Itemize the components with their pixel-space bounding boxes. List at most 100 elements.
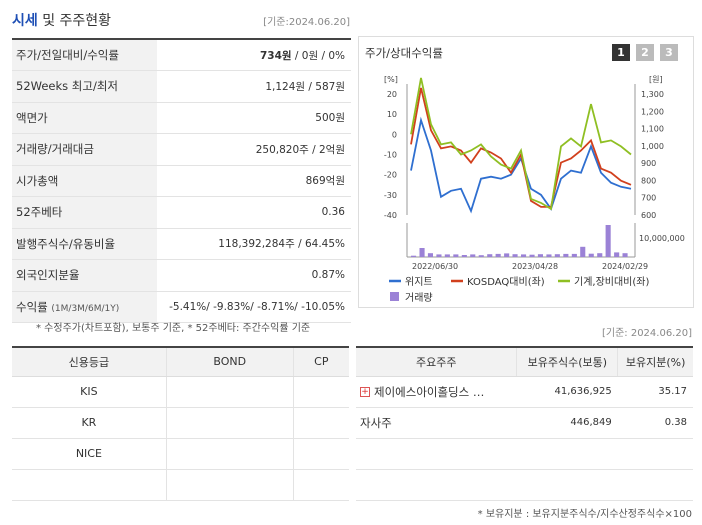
right-tick-label: 700 [641, 194, 656, 203]
credit-cell: NICE [12, 438, 167, 470]
price-info-table: 주가/전일대비/수익률 734원 / 0원 / 0% 52Weeks 최고/최저 1,… [12, 38, 351, 323]
credit-row: NICE [12, 438, 349, 470]
volume-bar [444, 254, 450, 257]
credit-cell [12, 469, 167, 501]
info-value: 1,124원 / 587원 [265, 80, 345, 93]
volume-bar [622, 253, 628, 257]
right-tick-label: 1,300 [641, 90, 664, 99]
return-label: 수익률 (1M/3M/6M/1Y) [12, 291, 157, 323]
volume-bar [605, 225, 611, 257]
price-chart: [%] [원] 20 10 0 -10 -20 -30 -40 1,300 1,200 1,100 1,… [384, 75, 685, 304]
return-values: -5.41%/ -9.83%/ -8.71%/ -10.05% [169, 300, 345, 313]
credit-rating-table: 신용등급 BOND CP KIS KR NICE [12, 346, 349, 501]
credit-header: CP [293, 347, 349, 377]
volume-bar [478, 255, 484, 257]
right-tick-label: 1,100 [641, 125, 664, 134]
left-tick-label: -40 [384, 211, 397, 220]
left-tick-label: 10 [387, 110, 397, 119]
right-unit-label: [원] [649, 75, 663, 84]
x-tick-label: 2022/06/30 [412, 262, 458, 271]
info-row: 외국인지분율 0.87% [12, 259, 351, 291]
section-title-row: 시세 및 주주현황 [기준:2024.06.20] [12, 10, 350, 32]
legend-label: 위지트 [405, 275, 433, 288]
left-tick-label: -20 [384, 171, 397, 180]
volume-bar [554, 254, 560, 257]
volume-bar [419, 248, 425, 257]
chart-title: 주가/상대수익률 [365, 46, 443, 60]
holder-name[interactable]: + 제이에스아이홀딩스 … [356, 376, 517, 408]
holder-row: + 제이에스아이홀딩스 … 41,636,925 35.17 [356, 376, 693, 408]
volume-bar [563, 253, 569, 257]
legend-label: 기계,장비대비(좌) [574, 276, 649, 288]
info-row: 52주베타 0.36 [12, 196, 351, 228]
info-label: 52주베타 [12, 196, 157, 228]
left-unit-label: [%] [384, 75, 398, 84]
reference-date-right: [기준: 2024.06.20] [601, 328, 692, 339]
volume-bar [537, 254, 543, 257]
holder-pct: 0.38 [617, 407, 693, 439]
volume-bar [461, 255, 467, 257]
info-label: 주가/전일대비/수익률 [12, 39, 157, 71]
info-value: 250,820주 / 2억원 [255, 143, 345, 156]
chart-page-3-button[interactable]: 3 [660, 44, 678, 61]
chart-page-2-button[interactable]: 2 [636, 44, 654, 61]
volume-bar [529, 254, 535, 257]
right-tick-label: 800 [641, 176, 656, 185]
credit-cell [166, 469, 294, 501]
reference-date: [기준:2024.06.20] [263, 17, 350, 28]
volume-bar [588, 253, 594, 257]
footnote-price: * 수정주가(차트포함), 보통주 기준, * 52주베타: 주간수익률 기준 [36, 323, 311, 334]
credit-cell [166, 438, 294, 470]
volume-bar [470, 254, 476, 257]
holder-pct: 35.17 [617, 376, 693, 408]
left-tick-label: -10 [384, 151, 397, 160]
info-row: 발행주식수/유동비율 118,392,284주 / 64.45% [12, 228, 351, 260]
right-tick-label: 900 [641, 159, 656, 168]
volume-bar [487, 254, 493, 257]
chart-page-1-button[interactable]: 1 [612, 44, 630, 61]
holders-header: 보유주식수(보통) [516, 347, 619, 377]
expand-icon[interactable]: + [360, 387, 370, 397]
credit-header: 신용등급 [12, 347, 167, 377]
holder-shares: 41,636,925 [516, 376, 618, 408]
credit-row: KIS [12, 376, 349, 408]
legend-label: KOSDAQ대비(좌) [467, 276, 545, 288]
credit-cell: KIS [12, 376, 167, 408]
info-value: 0.87% [311, 269, 345, 282]
info-label: 시가총액 [12, 165, 157, 197]
info-label: 거래량/거래대금 [12, 133, 157, 165]
credit-cell: KR [12, 407, 167, 439]
holder-row: 자사주 446,849 0.38 [356, 407, 693, 439]
credit-cell [293, 469, 349, 501]
footnote-holdings: * 보유지분 : 보유지분주식수/지수산정주식수×100 [477, 509, 692, 520]
volume-tick-label: 10,000,000 [639, 234, 685, 243]
legend-box-icon [390, 292, 399, 301]
series-line [410, 77, 632, 211]
volume-bar [453, 254, 459, 257]
info-label: 외국인지분율 [12, 259, 157, 291]
volume-bar [512, 254, 518, 257]
credit-cell [293, 438, 349, 470]
info-row: 시가총액 869억원 [12, 165, 351, 197]
info-value: 118,392,284주 / 64.45% [218, 238, 345, 251]
right-tick-label: 1,000 [641, 142, 664, 151]
credit-row [12, 469, 349, 501]
x-tick-label: 2023/04/28 [512, 262, 558, 271]
holders-header: 주요주주 [356, 347, 518, 377]
right-tick-label: 600 [641, 211, 656, 220]
credit-cell [293, 407, 349, 439]
volume-bar [436, 254, 442, 257]
info-label: 액면가 [12, 102, 157, 134]
credit-cell [166, 376, 294, 408]
credit-row: KR [12, 407, 349, 439]
info-value: 0.36 [321, 206, 345, 219]
price-chart-panel: 주가/상대수익률 1 2 3 [%] [원] 20 10 0 -10 -20 -30 -40 1,… [358, 36, 694, 308]
volume-bar [427, 253, 433, 257]
credit-cell [166, 407, 294, 439]
right-tick-label: 1,200 [641, 107, 664, 116]
info-row: 52Weeks 최고/최저 1,124원 / 587원 [12, 70, 351, 102]
volume-bar [495, 253, 501, 257]
info-row: 주가/전일대비/수익률 734원 / 0원 / 0% [12, 39, 351, 71]
holder-row-empty [356, 469, 693, 501]
series-line [410, 87, 632, 208]
